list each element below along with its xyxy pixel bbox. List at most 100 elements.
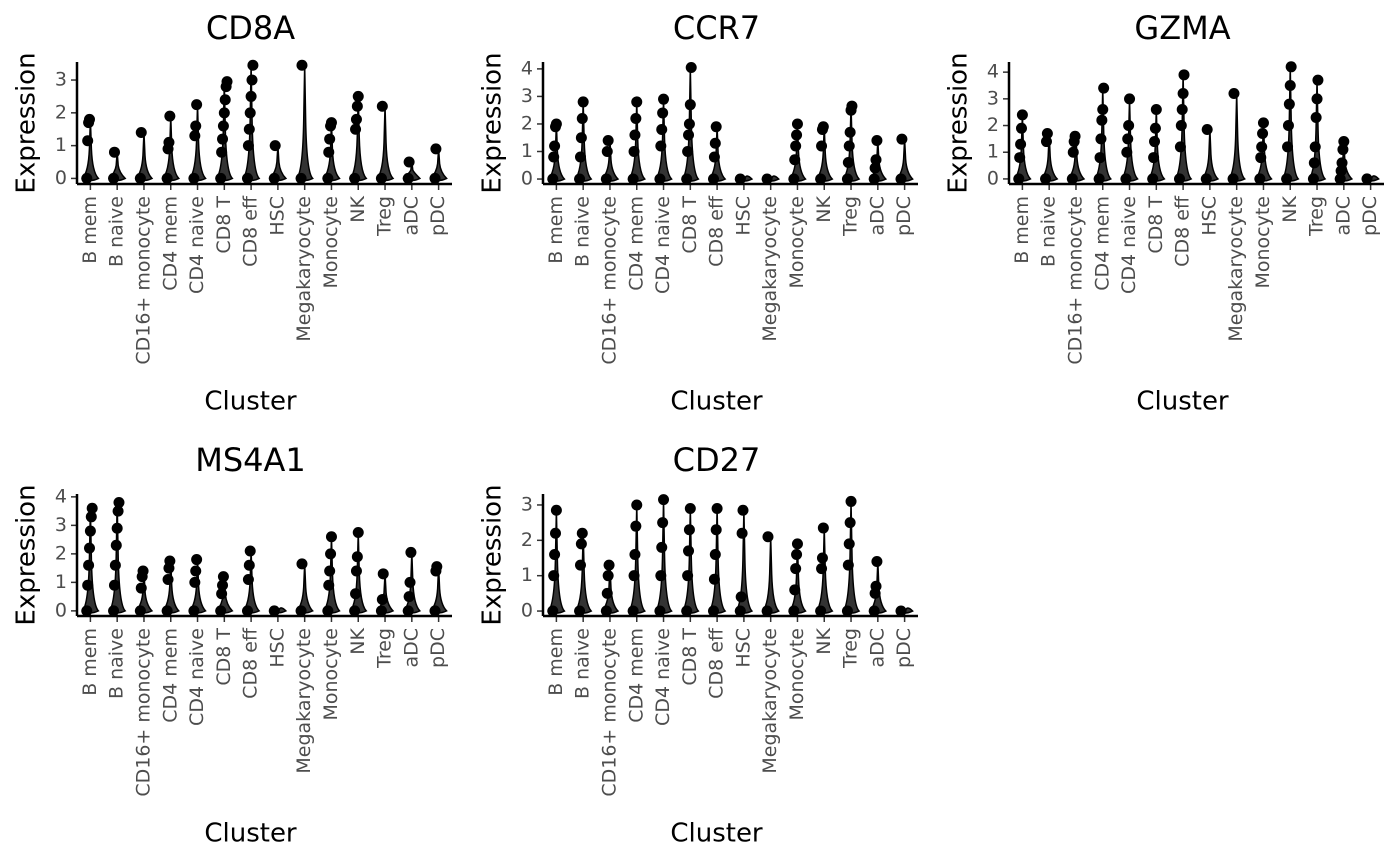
- point: [243, 559, 255, 571]
- point: [246, 74, 258, 86]
- point: [350, 565, 362, 577]
- point: [134, 172, 146, 184]
- y-tick-label: 3: [987, 87, 999, 109]
- point: [683, 118, 695, 130]
- point: [871, 134, 883, 146]
- point: [268, 605, 280, 617]
- x-tick-label: Monocyte: [320, 628, 342, 721]
- point: [113, 497, 125, 509]
- point: [1041, 128, 1053, 140]
- point: [575, 538, 587, 550]
- point: [844, 517, 856, 529]
- violin: [188, 104, 207, 182]
- point: [868, 173, 880, 185]
- x-tick-label: Treg: [840, 196, 862, 237]
- y-axis-label: Expression: [478, 484, 508, 625]
- point: [1309, 141, 1321, 153]
- point: [430, 143, 442, 155]
- x-tick-label: pDC: [893, 196, 915, 236]
- point: [269, 140, 281, 152]
- point: [295, 172, 307, 184]
- point: [1335, 165, 1347, 177]
- violin: [681, 508, 700, 614]
- point: [549, 140, 561, 152]
- y-tick-label: 3: [521, 493, 533, 515]
- point: [630, 520, 642, 532]
- point: [1285, 61, 1297, 73]
- x-tick-label: aDC: [400, 628, 422, 668]
- point: [1284, 79, 1296, 91]
- x-tick-label: HSC: [266, 628, 288, 668]
- y-tick-label: 1: [521, 140, 533, 162]
- y-tick-label: 0: [521, 168, 533, 190]
- point: [109, 559, 121, 571]
- point: [1069, 130, 1081, 142]
- x-tick-label: CD8 T: [679, 628, 701, 686]
- point: [1120, 173, 1132, 185]
- point: [576, 112, 588, 124]
- panel-title: MS4A1: [195, 441, 306, 479]
- violin: [375, 106, 395, 182]
- x-tick-label: Treg: [1306, 196, 1328, 237]
- point: [83, 542, 95, 554]
- x-axis-label: Cluster: [670, 819, 763, 849]
- point: [815, 173, 827, 185]
- point: [550, 118, 562, 130]
- point: [135, 127, 147, 139]
- point: [627, 605, 639, 617]
- x-tick-label: CD16+ monocyte: [598, 196, 620, 365]
- x-tick-label: NK: [347, 627, 369, 654]
- point: [816, 140, 828, 152]
- point: [189, 576, 201, 588]
- point: [815, 605, 827, 617]
- point: [111, 522, 123, 534]
- point: [1096, 114, 1108, 126]
- x-tick-label: NK: [813, 627, 835, 654]
- point: [708, 573, 720, 585]
- x-tick-label: CD8 T: [213, 628, 235, 686]
- point: [324, 133, 336, 145]
- point: [869, 162, 881, 174]
- point: [761, 605, 773, 617]
- x-tick-label: CD8 T: [213, 196, 235, 254]
- point: [1098, 82, 1110, 94]
- point: [217, 579, 229, 591]
- panel-title: GZMA: [1134, 9, 1230, 47]
- point: [683, 545, 695, 557]
- x-tick-label: B naive: [106, 196, 128, 267]
- point: [737, 504, 749, 516]
- x-axis-label: Cluster: [204, 819, 297, 849]
- x-tick-label: CD4 mem: [159, 628, 181, 723]
- point: [242, 574, 254, 586]
- point: [1149, 136, 1161, 148]
- point: [843, 140, 855, 152]
- point: [190, 120, 202, 132]
- point: [190, 565, 202, 577]
- point: [245, 90, 257, 102]
- point: [603, 559, 615, 571]
- point: [844, 126, 856, 138]
- point: [896, 133, 908, 145]
- point: [1067, 146, 1079, 158]
- point: [629, 129, 641, 141]
- point: [1312, 74, 1324, 86]
- point: [1015, 138, 1027, 150]
- y-tick-label: 4: [521, 57, 533, 79]
- point: [1227, 173, 1239, 185]
- point: [1040, 136, 1052, 148]
- point: [1123, 120, 1135, 132]
- point: [791, 548, 803, 560]
- point: [1334, 173, 1346, 185]
- point: [85, 511, 97, 523]
- point: [352, 526, 364, 538]
- point: [242, 140, 254, 152]
- x-tick-label: Monocyte: [786, 196, 808, 289]
- point: [188, 172, 200, 184]
- x-tick-label: B naive: [1038, 196, 1060, 267]
- x-tick-label: B mem: [1011, 196, 1033, 264]
- point: [657, 107, 669, 119]
- point: [734, 173, 746, 185]
- point: [296, 59, 308, 71]
